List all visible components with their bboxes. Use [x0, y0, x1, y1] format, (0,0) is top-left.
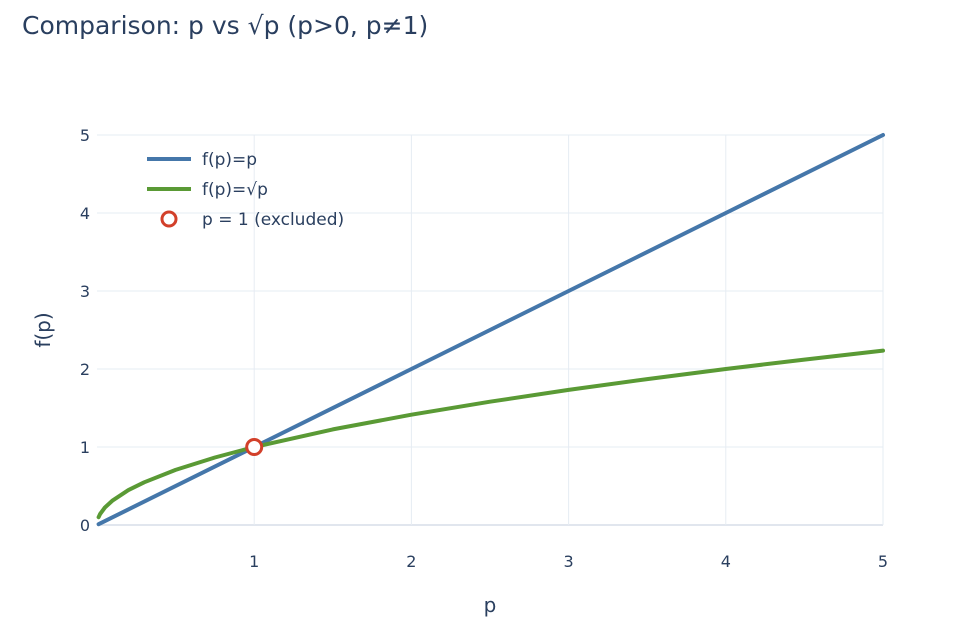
y-tick-label: 4 — [80, 204, 90, 223]
x-tick-label: 2 — [406, 552, 416, 571]
chart-title: Comparison: p vs √p (p>0, p≠1) — [22, 11, 428, 40]
excluded-point-marker — [247, 440, 262, 455]
x-tick-label: 4 — [721, 552, 731, 571]
legend-label: f(p)=√p — [202, 180, 268, 200]
y-tick-label: 1 — [80, 438, 90, 457]
series-line-sqrt-p — [99, 351, 883, 518]
y-tick-label: 3 — [80, 282, 90, 301]
legend-label: p = 1 (excluded) — [202, 210, 344, 230]
x-axis-title: p — [484, 593, 497, 617]
legend-swatch-excluded-point — [162, 212, 176, 226]
y-tick-label: 0 — [80, 516, 90, 535]
y-tick-label: 2 — [80, 360, 90, 379]
legend-label: f(p)=p — [202, 150, 257, 170]
marker-layer — [247, 440, 262, 455]
x-tick-label: 1 — [249, 552, 259, 571]
x-tick-label: 3 — [564, 552, 574, 571]
y-tick-label: 5 — [80, 126, 90, 145]
x-tick-label: 5 — [878, 552, 888, 571]
legend: f(p)=p f(p)=√p p = 1 (excluded) — [147, 150, 344, 230]
y-axis-title: f(p) — [31, 312, 55, 347]
